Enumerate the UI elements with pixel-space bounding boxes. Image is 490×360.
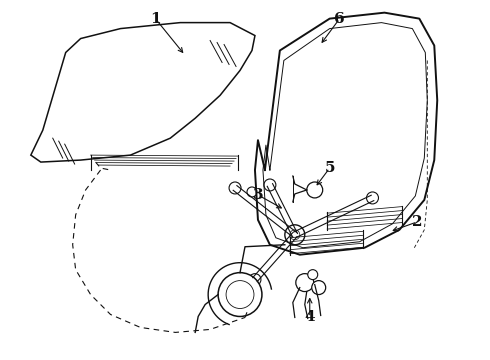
- Circle shape: [229, 182, 241, 194]
- Text: 3: 3: [253, 188, 263, 202]
- Circle shape: [264, 179, 276, 191]
- Circle shape: [367, 192, 378, 204]
- Text: 2: 2: [412, 215, 422, 229]
- Text: 4: 4: [304, 310, 315, 324]
- Circle shape: [308, 270, 318, 280]
- Circle shape: [296, 274, 314, 292]
- Polygon shape: [31, 23, 255, 162]
- Text: 5: 5: [324, 161, 335, 175]
- Circle shape: [249, 274, 261, 285]
- Text: 6: 6: [334, 12, 345, 26]
- Text: 1: 1: [150, 12, 161, 26]
- Circle shape: [307, 182, 323, 198]
- Circle shape: [218, 273, 262, 316]
- Circle shape: [247, 187, 257, 197]
- Circle shape: [285, 225, 305, 245]
- Circle shape: [312, 280, 326, 294]
